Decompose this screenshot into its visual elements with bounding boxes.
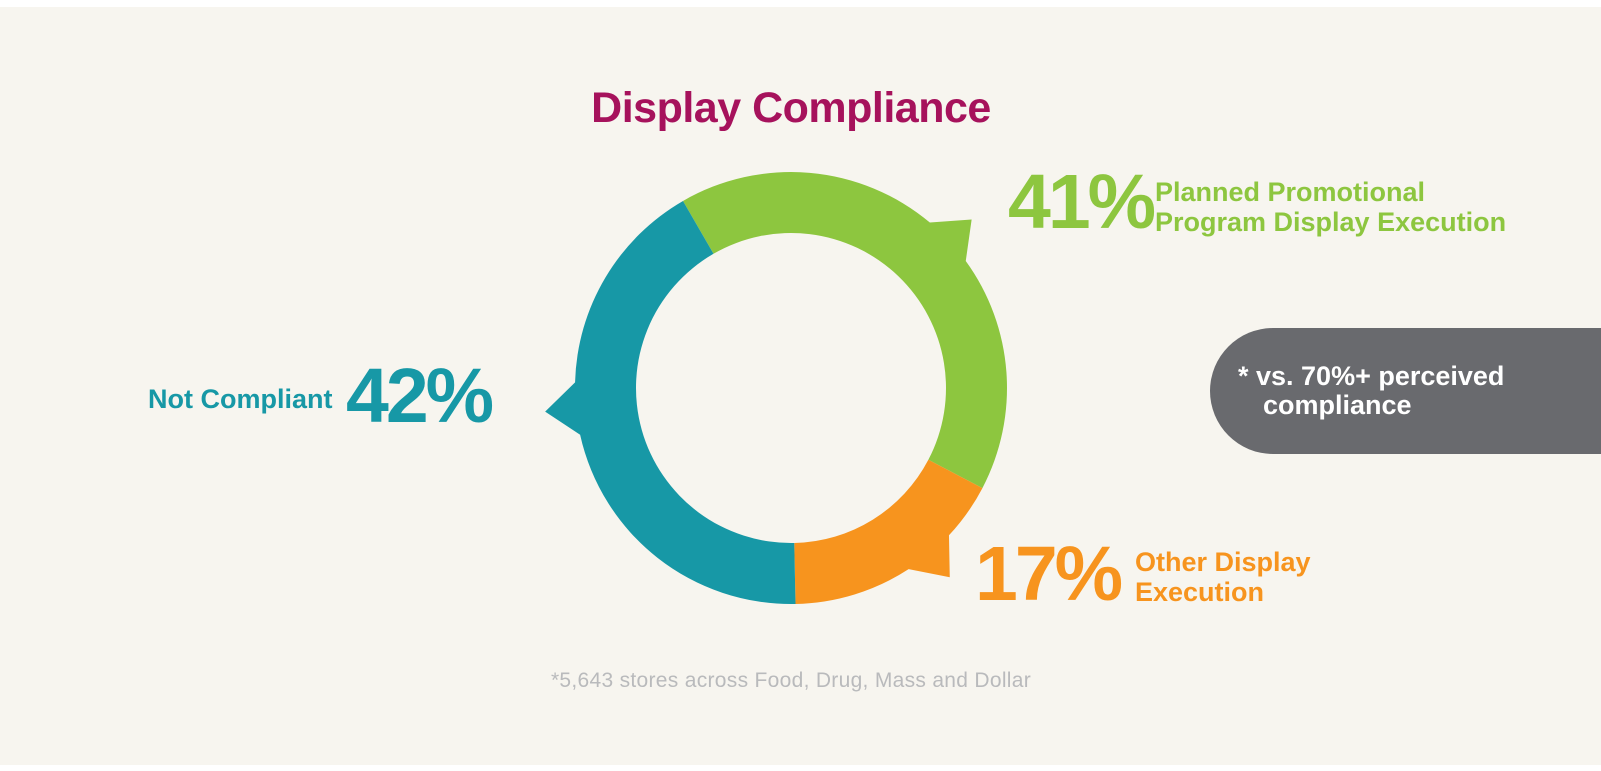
perceived-compliance-callout: * vs. 70%+ perceived compliance <box>1210 328 1601 454</box>
segment-label-not-compliant: Not Compliant <box>148 384 333 414</box>
segment-value-planned-promotional: 41% <box>1008 159 1156 245</box>
segment-label-other-display: Other Display Execution <box>1135 547 1311 607</box>
segment-value-other-display: 17% <box>975 531 1123 617</box>
donut-segment-other-display-execution <box>794 459 983 604</box>
callout-line-1: * vs. 70%+ perceived <box>1238 361 1505 391</box>
donut-chart <box>545 171 1007 604</box>
segment-value-not-compliant: 42% <box>346 353 494 439</box>
segment-label-line: Other Display <box>1135 547 1311 577</box>
segment-label-line: Program Display Execution <box>1155 207 1507 237</box>
callout-line-2: compliance <box>1263 390 1412 420</box>
segment-label-line: Execution <box>1135 577 1265 607</box>
footnote: *5,643 stores across Food, Drug, Mass an… <box>550 669 1032 692</box>
callout-text: * vs. 70%+ perceived compliance <box>1210 362 1504 420</box>
segment-label-line: Planned Promotional <box>1155 177 1426 207</box>
chart-title: Display Compliance <box>591 84 991 132</box>
donut-segment-planned-promotional-program-display-execution <box>683 171 1007 489</box>
segment-label-planned-promotional: Planned Promotional Program Display Exec… <box>1155 177 1506 237</box>
donut-segment-not-compliant <box>545 200 796 604</box>
